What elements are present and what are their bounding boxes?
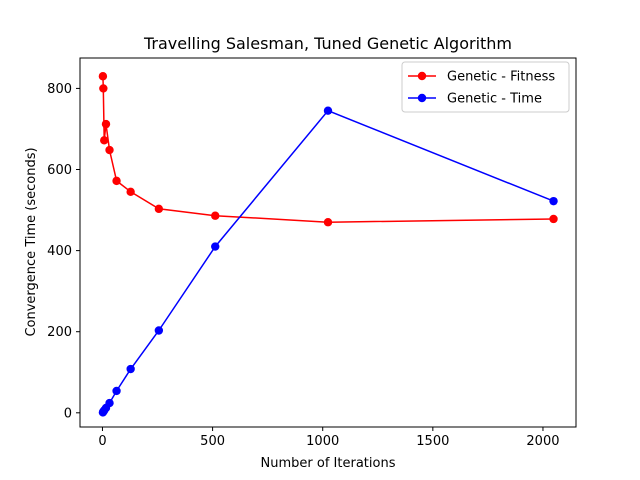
legend: Genetic - Fitness Genetic - Time <box>401 61 570 113</box>
data-point-fitness <box>211 211 220 220</box>
data-point-time <box>105 398 114 408</box>
data-point-time <box>112 386 121 396</box>
data-point-fitness <box>105 145 114 155</box>
x-tick-label: 0 <box>98 434 106 449</box>
x-axis-ticks: 0 500 1000 1500 2000 <box>98 427 560 449</box>
data-point-time <box>323 106 333 115</box>
series-layer <box>98 72 558 417</box>
x-tick-label: 2000 <box>526 434 559 449</box>
x-axis-label: Number of Iterations <box>261 456 396 471</box>
y-axis-label: Convergence Time (seconds) <box>24 147 39 336</box>
data-point-fitness <box>112 176 121 186</box>
legend-marker-fitness <box>417 71 427 81</box>
data-point-fitness <box>549 214 558 224</box>
legend-frame <box>401 61 570 113</box>
x-tick-label: 1000 <box>306 434 339 449</box>
data-point-fitness <box>99 84 108 93</box>
legend-marker-time <box>417 93 427 103</box>
chart-title: Travelling Salesman, Tuned Genetic Algor… <box>143 34 512 53</box>
series-line-time <box>102 109 554 413</box>
y-tick-label: 0 <box>64 406 72 421</box>
data-point-time <box>211 242 220 251</box>
y-tick-label: 800 <box>47 82 72 97</box>
y-tick-label: 200 <box>47 325 72 340</box>
data-point-fitness <box>126 187 135 197</box>
data-point-time <box>549 196 558 206</box>
y-tick-label: 400 <box>47 244 72 259</box>
data-point-fitness <box>98 72 108 81</box>
data-point-fitness <box>154 204 164 214</box>
y-axis-ticks: 0 200 400 600 800 <box>47 82 80 421</box>
x-tick-label: 500 <box>200 434 225 449</box>
data-point-time <box>154 326 164 335</box>
data-point-fitness <box>101 119 111 129</box>
data-point-fitness <box>100 136 109 145</box>
legend-items: Genetic - Fitness Genetic - Time <box>408 70 555 107</box>
x-tick-label: 1500 <box>416 434 449 449</box>
y-tick-label: 600 <box>47 163 72 178</box>
legend-label-fitness: Genetic - Fitness <box>447 70 555 85</box>
data-point-fitness <box>323 218 333 227</box>
legend-label-time: Genetic - Time <box>447 92 542 107</box>
data-point-time <box>126 364 135 374</box>
plot-frame <box>79 57 577 428</box>
